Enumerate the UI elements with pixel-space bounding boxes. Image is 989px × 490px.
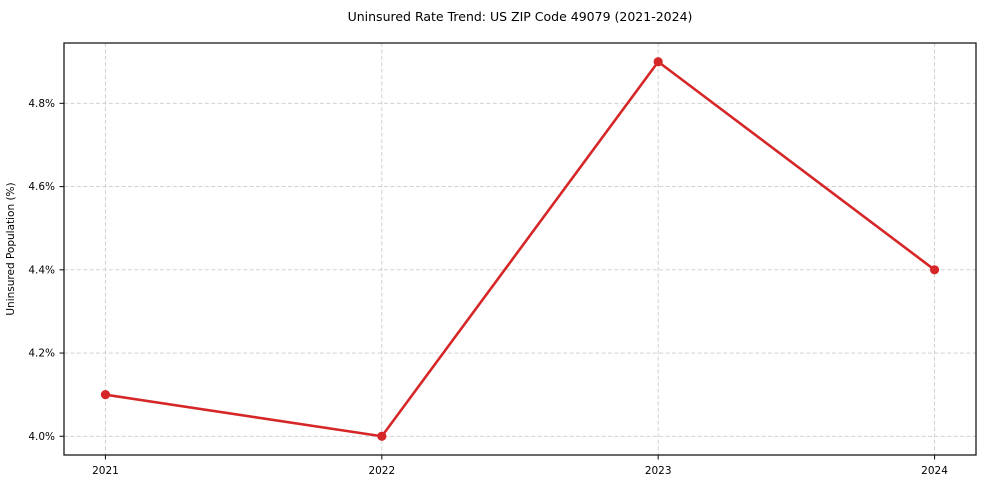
y-tick-label: 4.2% <box>28 348 55 360</box>
x-tick-label: 2023 <box>645 465 672 477</box>
y-tick-label: 4.8% <box>28 98 55 110</box>
x-tick-label: 2021 <box>92 465 119 477</box>
data-point-marker <box>653 57 663 67</box>
trend-line <box>104 60 936 438</box>
data-point-marker <box>929 265 940 275</box>
data-point-marker <box>377 431 387 441</box>
x-tick-label: 2024 <box>921 465 948 477</box>
grid-layer <box>64 43 976 455</box>
y-axis-label: Uninsured Population (%) <box>5 182 17 315</box>
y-tick-label: 4.6% <box>28 181 55 193</box>
x-tick-label: 2022 <box>368 465 395 477</box>
data-point-marker <box>100 390 111 400</box>
axes-layer: 4.0% 4.2% 4.4% 4.6% 4.8% 2021 2022 2023 2024 <box>28 42 977 477</box>
plot-border <box>63 42 977 456</box>
chart-title: Uninsured Rate Trend: US ZIP Code 49079 … <box>348 9 693 24</box>
y-tick-label: 4.4% <box>28 264 55 276</box>
series-layer <box>100 57 940 441</box>
y-tick-label: 4.0% <box>28 431 55 443</box>
